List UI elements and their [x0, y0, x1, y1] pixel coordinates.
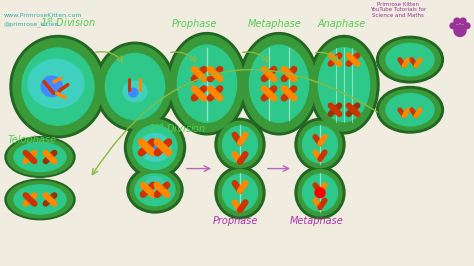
Ellipse shape — [222, 126, 257, 163]
Text: 1$^{st}$ Division: 1$^{st}$ Division — [40, 15, 96, 29]
Ellipse shape — [13, 38, 103, 135]
Ellipse shape — [133, 125, 177, 169]
Circle shape — [128, 88, 138, 97]
Circle shape — [146, 143, 159, 155]
Ellipse shape — [249, 45, 309, 122]
Ellipse shape — [105, 53, 164, 120]
Text: Prophase: Prophase — [213, 215, 258, 226]
Circle shape — [315, 188, 325, 198]
Circle shape — [454, 25, 466, 36]
Ellipse shape — [377, 86, 443, 133]
Ellipse shape — [170, 35, 244, 132]
Text: Prophase: Prophase — [172, 19, 218, 29]
Circle shape — [198, 83, 216, 100]
Text: Metaphase: Metaphase — [290, 215, 344, 226]
Ellipse shape — [302, 126, 337, 163]
Text: www.PrimroseKitten.com: www.PrimroseKitten.com — [4, 13, 82, 18]
Ellipse shape — [218, 169, 262, 216]
Ellipse shape — [128, 119, 182, 175]
Ellipse shape — [222, 174, 257, 211]
Text: 2$^{nd}$ Division: 2$^{nd}$ Division — [148, 121, 206, 135]
Ellipse shape — [215, 118, 265, 171]
Ellipse shape — [98, 45, 172, 128]
Ellipse shape — [95, 42, 175, 131]
Ellipse shape — [5, 179, 75, 220]
Text: @primrose_kitten: @primrose_kitten — [4, 21, 60, 27]
Ellipse shape — [135, 174, 175, 206]
Ellipse shape — [380, 39, 440, 80]
Ellipse shape — [298, 169, 342, 216]
Ellipse shape — [319, 48, 370, 122]
Text: Anaphase: Anaphase — [318, 19, 366, 29]
Ellipse shape — [218, 121, 262, 168]
Ellipse shape — [167, 33, 247, 135]
Ellipse shape — [312, 38, 376, 131]
Circle shape — [464, 23, 470, 29]
Circle shape — [460, 18, 466, 24]
Ellipse shape — [242, 35, 316, 132]
Ellipse shape — [309, 35, 379, 134]
Circle shape — [450, 23, 456, 29]
Ellipse shape — [298, 121, 342, 168]
Ellipse shape — [14, 143, 66, 172]
Ellipse shape — [215, 167, 265, 219]
Ellipse shape — [295, 167, 345, 219]
Ellipse shape — [380, 89, 440, 130]
Ellipse shape — [377, 36, 443, 83]
Ellipse shape — [28, 59, 84, 108]
Ellipse shape — [22, 48, 94, 125]
Ellipse shape — [239, 33, 319, 135]
Ellipse shape — [10, 35, 106, 138]
Ellipse shape — [130, 169, 180, 210]
Circle shape — [454, 18, 460, 24]
Text: Primrose Kitten
YouTube Tutorials for
Science and Maths: Primrose Kitten YouTube Tutorials for Sc… — [370, 2, 426, 18]
Text: Metaphase: Metaphase — [248, 19, 302, 29]
Ellipse shape — [302, 174, 337, 211]
Ellipse shape — [386, 94, 434, 126]
Ellipse shape — [177, 45, 237, 122]
Ellipse shape — [386, 43, 434, 76]
Circle shape — [145, 176, 165, 196]
Ellipse shape — [14, 185, 66, 214]
Ellipse shape — [8, 139, 73, 175]
Ellipse shape — [127, 167, 183, 213]
Ellipse shape — [139, 134, 171, 161]
Ellipse shape — [295, 118, 345, 171]
Ellipse shape — [8, 181, 73, 218]
Ellipse shape — [123, 81, 147, 102]
Ellipse shape — [125, 117, 185, 178]
Text: Telophase: Telophase — [8, 135, 57, 144]
Circle shape — [41, 76, 63, 97]
Ellipse shape — [5, 137, 75, 177]
